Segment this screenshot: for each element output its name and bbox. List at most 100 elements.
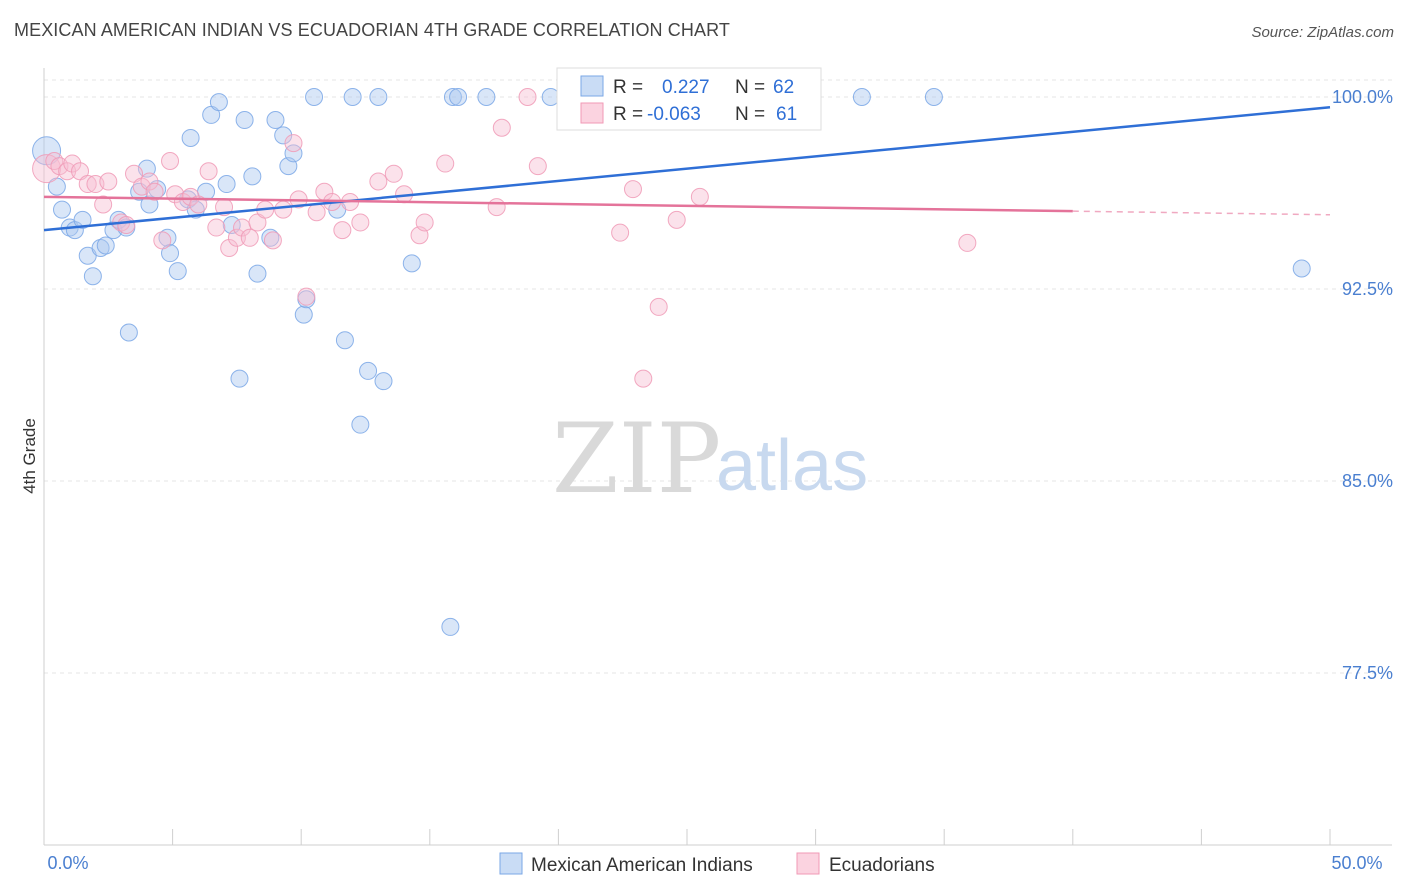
point-mexican-american-indians (351, 415, 370, 434)
point-mexican-american-indians (158, 228, 177, 247)
source-credit: Source: ZipAtlas.com (1251, 24, 1394, 41)
watermark-atlas: atlas (716, 426, 868, 506)
point-mexican-american-indians (209, 93, 228, 112)
chart-title: MEXICAN AMERICAN INDIAN VS ECUADORIAN 4T… (14, 20, 730, 40)
point-ecuadorians (690, 187, 709, 206)
x-tick-label-max: 50.0% (1331, 853, 1382, 873)
point-ecuadorians (78, 175, 97, 194)
point-ecuadorians (528, 157, 547, 176)
legend-r-label-2: R = (613, 104, 643, 125)
point-ecuadorians (45, 152, 64, 170)
x-tick-label-min: 0.0% (47, 853, 88, 873)
point-ecuadorians (492, 118, 511, 137)
point-ecuadorians (297, 287, 316, 306)
point-mexican-american-indians (441, 617, 460, 636)
point-mexican-american-indians (235, 111, 254, 130)
point-mexican-american-indians (73, 210, 92, 229)
point-ecuadorians (284, 134, 303, 153)
y-tick-label: 92.5% (1342, 279, 1393, 299)
point-ecuadorians (649, 297, 668, 316)
point-mexican-american-indians (181, 128, 200, 147)
y-tick-label: 85.0% (1342, 471, 1393, 491)
point-ecuadorians (140, 172, 159, 191)
series-legend-label-1: Mexican American Indians (531, 855, 753, 876)
point-ecuadorians (333, 221, 352, 240)
point-mexican-american-indians (217, 175, 236, 194)
point-ecuadorians (220, 239, 239, 258)
legend-r-value-2: -0.063 (647, 104, 701, 125)
y-tick-label: 77.5% (1342, 663, 1393, 683)
y-tick-labels: 77.5% 85.0% 92.5% 100.0% (1332, 87, 1393, 683)
point-ecuadorians (199, 162, 218, 181)
point-ecuadorians (145, 182, 164, 201)
point-mexican-american-indians (852, 88, 871, 106)
point-mexican-american-indians (243, 167, 262, 186)
series-legend: Mexican American Indians Ecuadorians (499, 852, 935, 876)
point-mexican-american-indians (91, 239, 110, 258)
series-legend-swatch-1 (499, 852, 523, 875)
legend-swatch-blue (580, 75, 604, 97)
legend-r-value-1: 0.227 (662, 77, 710, 98)
point-ecuadorians (623, 180, 642, 199)
trend-lines (43, 105, 1331, 232)
point-ecuadorians (384, 164, 403, 183)
point-mexican-american-indians (83, 267, 102, 286)
point-ecuadorians (667, 210, 686, 229)
point-mexican-american-indians (274, 126, 293, 145)
y-tick-label: 100.0% (1332, 87, 1393, 107)
point-mexican-american-indians (1292, 259, 1311, 278)
trend-line-ecuadorians-extension (1072, 210, 1331, 216)
point-mexican-american-indians (343, 88, 362, 106)
trend-line-ecuadorians (43, 195, 1073, 213)
legend-n-label-1: N = (735, 77, 765, 98)
point-ecuadorians (32, 154, 62, 184)
legend-n-value-1: 62 (773, 77, 794, 98)
point-mexican-american-indians (477, 88, 496, 106)
point-mexican-american-indians (230, 369, 249, 388)
stats-legend: R = 0.227 N = 62 R = -0.063 N = 61 (556, 67, 822, 131)
point-ecuadorians (263, 231, 282, 250)
point-mexican-american-indians (443, 88, 462, 106)
point-ecuadorians (153, 231, 172, 250)
point-ecuadorians (94, 195, 113, 214)
series-legend-label-2: Ecuadorians (829, 855, 935, 876)
point-ecuadorians (181, 187, 200, 206)
point-mexican-american-indians (369, 88, 388, 106)
point-ecuadorians (227, 228, 246, 247)
point-ecuadorians (487, 198, 506, 217)
point-mexican-american-indians (248, 264, 267, 283)
point-ecuadorians (274, 200, 293, 219)
x-ticks (43, 829, 1331, 845)
point-mexican-american-indians (374, 372, 393, 391)
point-ecuadorians (351, 213, 370, 232)
point-mexican-american-indians (402, 254, 421, 273)
point-ecuadorians (611, 223, 630, 242)
point-ecuadorians (369, 172, 388, 191)
legend-n-label-2: N = (735, 104, 765, 125)
point-mexican-american-indians (53, 200, 72, 219)
point-ecuadorians (161, 152, 180, 170)
point-mexican-american-indians (119, 323, 138, 342)
data-points (32, 88, 1311, 636)
point-mexican-american-indians (96, 236, 115, 255)
point-ecuadorians (240, 228, 259, 247)
point-ecuadorians (415, 213, 434, 232)
point-ecuadorians (634, 369, 653, 388)
point-ecuadorians (958, 233, 977, 252)
point-ecuadorians (63, 154, 82, 173)
point-mexican-american-indians (261, 228, 280, 247)
point-ecuadorians (207, 218, 226, 237)
point-mexican-american-indians (449, 88, 468, 106)
point-ecuadorians (99, 172, 118, 191)
point-mexican-american-indians (335, 331, 354, 350)
point-mexican-american-indians (924, 88, 943, 106)
legend-n-value-2: 61 (776, 104, 797, 125)
point-mexican-american-indians (284, 144, 303, 163)
legend-swatch-pink (580, 102, 604, 124)
trend-line-mexican-american-indians (43, 105, 1331, 232)
point-ecuadorians (518, 88, 537, 106)
point-ecuadorians (117, 216, 136, 234)
point-mexican-american-indians (266, 111, 285, 130)
point-mexican-american-indians (305, 88, 324, 106)
